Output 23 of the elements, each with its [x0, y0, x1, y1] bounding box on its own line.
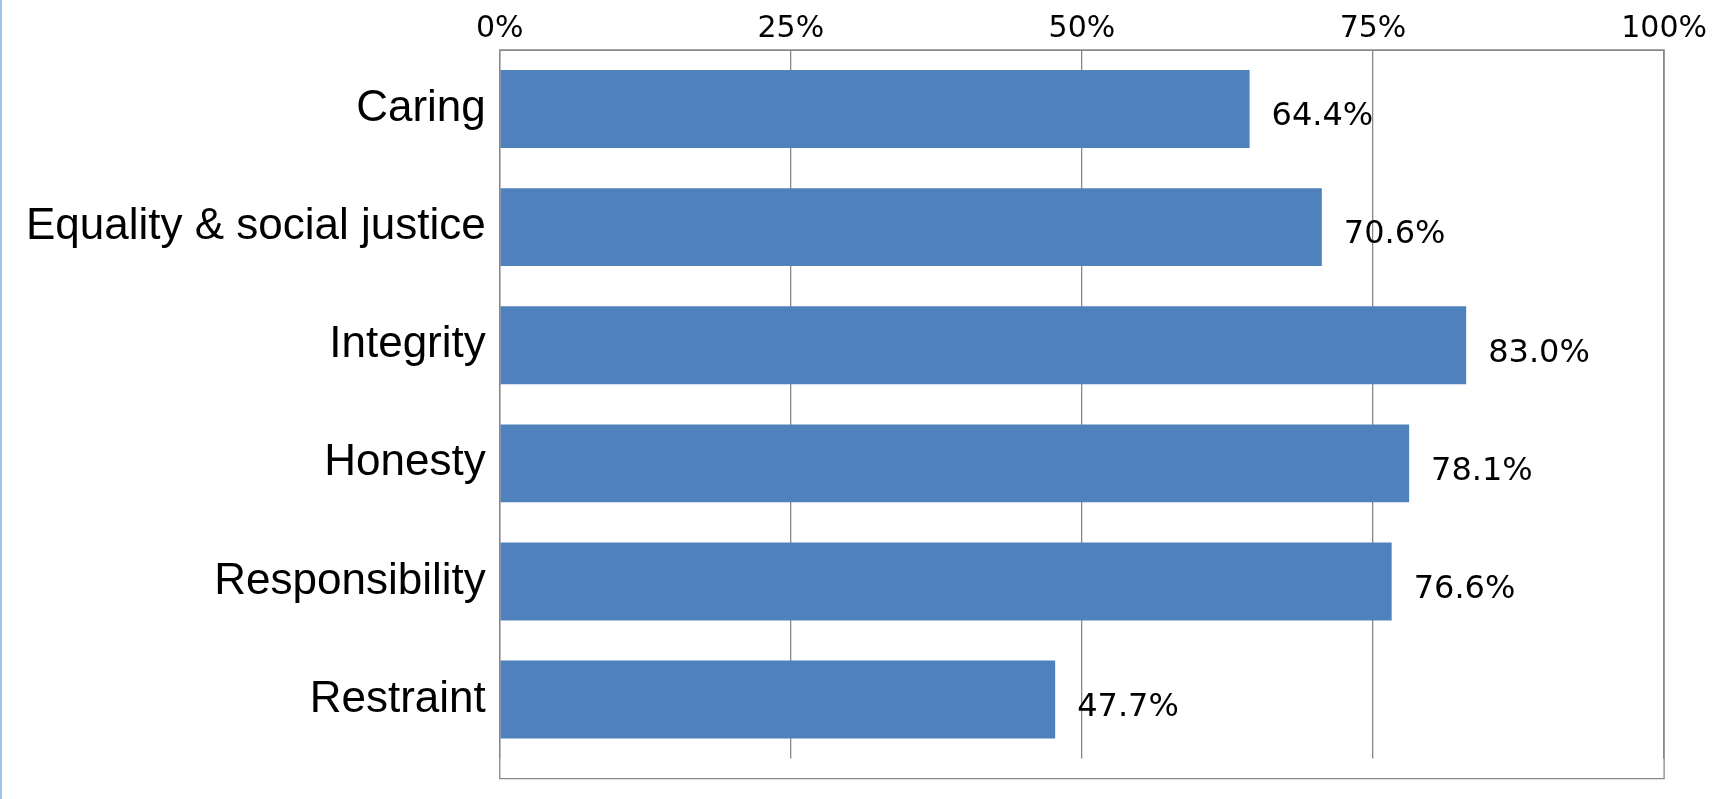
x-tick-label: 25% [757, 8, 825, 44]
y-tick-label: Responsibility [214, 553, 486, 603]
bar [500, 70, 1250, 149]
data-label: 76.6% [1413, 567, 1516, 606]
data-label: 64.4% [1271, 95, 1374, 134]
data-label: 83.0% [1488, 331, 1590, 370]
y-tick-label: Equality & social justice [26, 199, 486, 249]
x-tick-label: 50% [1048, 8, 1116, 44]
bar [500, 306, 1467, 385]
bar [500, 424, 1410, 503]
y-tick-label: Restraint [309, 671, 486, 721]
bar [500, 542, 1392, 621]
bar [500, 660, 1056, 739]
data-label: 70.6% [1343, 213, 1446, 252]
data-label: 78.1% [1431, 449, 1533, 488]
y-tick-label: Honesty [324, 435, 486, 485]
x-tick-label: 75% [1339, 8, 1407, 44]
bar [500, 188, 1322, 267]
x-tick-label: 100% [1621, 8, 1708, 44]
data-label: 47.7% [1077, 685, 1179, 724]
x-tick-label: 0% [475, 8, 524, 44]
y-tick-label: Caring [356, 81, 486, 131]
y-tick-label: Integrity [329, 317, 486, 367]
